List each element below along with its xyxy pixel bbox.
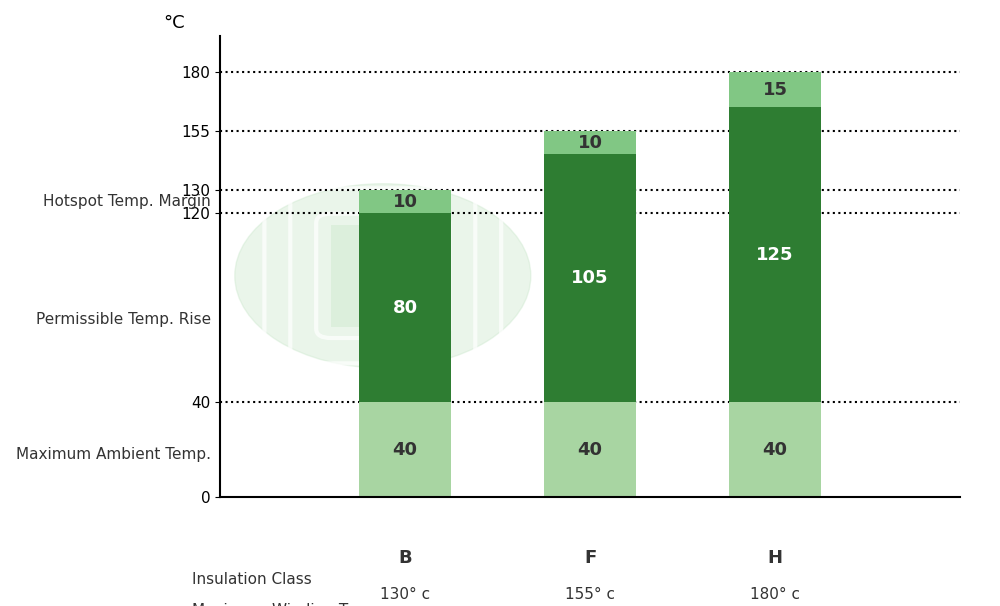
Text: Hotspot Temp. Margin: Hotspot Temp. Margin bbox=[43, 194, 211, 209]
Text: Maximum Ambient Temp.: Maximum Ambient Temp. bbox=[16, 447, 211, 462]
Text: 180° c: 180° c bbox=[750, 587, 800, 602]
Text: 80: 80 bbox=[392, 299, 418, 317]
Text: 40: 40 bbox=[763, 441, 788, 459]
Text: B: B bbox=[398, 549, 412, 567]
Text: 130° c: 130° c bbox=[380, 587, 430, 602]
Text: 15: 15 bbox=[763, 81, 788, 99]
Text: 40: 40 bbox=[392, 441, 418, 459]
Bar bbox=[544, 131, 636, 155]
Text: 105: 105 bbox=[571, 270, 609, 287]
Text: F: F bbox=[584, 549, 596, 567]
Bar bbox=[359, 213, 451, 402]
Text: Permissible Temp. Rise: Permissible Temp. Rise bbox=[36, 312, 211, 327]
Bar bbox=[331, 225, 435, 327]
Text: 155° c: 155° c bbox=[565, 587, 615, 602]
Text: 10: 10 bbox=[578, 134, 602, 152]
Text: 10: 10 bbox=[392, 193, 418, 211]
Bar bbox=[544, 402, 636, 497]
Text: 125: 125 bbox=[756, 246, 794, 264]
Text: °C: °C bbox=[163, 14, 185, 32]
Text: H: H bbox=[768, 549, 782, 567]
Bar bbox=[729, 107, 821, 402]
Text: 40: 40 bbox=[578, 441, 602, 459]
Text: Insulation Class: Insulation Class bbox=[192, 573, 312, 587]
Bar bbox=[729, 402, 821, 497]
Bar bbox=[544, 155, 636, 402]
Circle shape bbox=[235, 184, 531, 368]
Bar bbox=[729, 72, 821, 107]
Bar bbox=[359, 402, 451, 497]
Bar bbox=[359, 190, 451, 213]
Text: Maximum Winding Temp.: Maximum Winding Temp. bbox=[192, 603, 385, 606]
